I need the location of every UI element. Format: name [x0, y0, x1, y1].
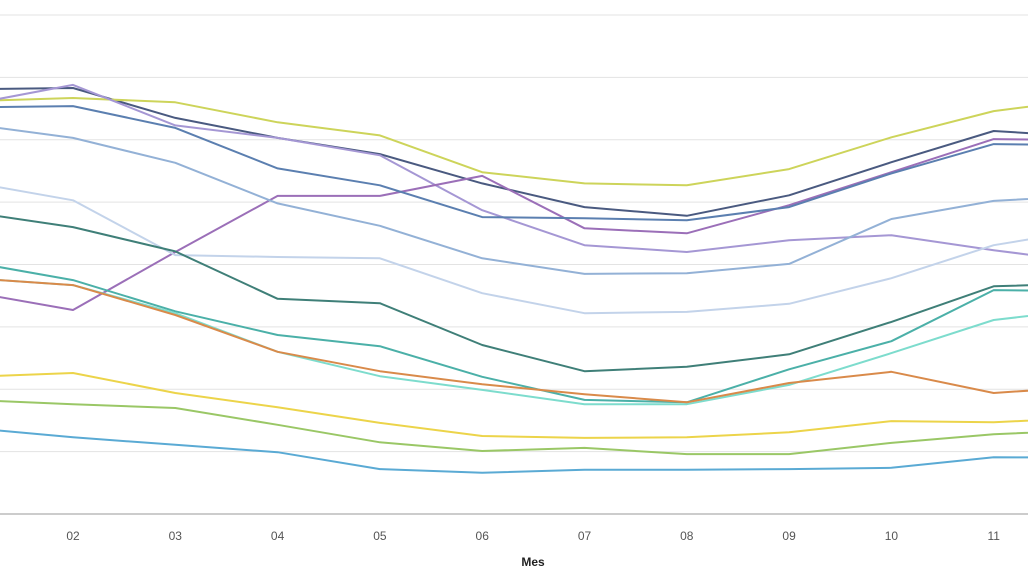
- x-tick-label: 02: [66, 529, 80, 543]
- x-tick-label: 08: [680, 529, 694, 543]
- series-line: [0, 186, 1028, 315]
- x-tick-label: 03: [169, 529, 183, 543]
- x-tick-label: 07: [578, 529, 592, 543]
- series-line: [0, 215, 1028, 373]
- x-tick-label: 11: [987, 529, 1000, 543]
- series-line: [0, 138, 1028, 311]
- x-tick-label: 09: [782, 529, 796, 543]
- x-tick-label: 10: [885, 529, 899, 543]
- series-line: [0, 105, 1028, 222]
- series-line: [0, 372, 1028, 439]
- series-line: [0, 279, 1028, 406]
- x-tick-label: 04: [271, 529, 285, 543]
- series-line: [0, 400, 1028, 456]
- x-axis-title: Mes: [521, 555, 545, 569]
- plot: [0, 83, 1028, 474]
- x-tick-label: 06: [476, 529, 490, 543]
- x-tick-label: 05: [373, 529, 387, 543]
- series-line: [0, 429, 1028, 474]
- series-line: [0, 97, 1028, 187]
- series-line: [0, 87, 1028, 217]
- labels: 02 03 04 05 06 07 08 09 10 11: [66, 529, 1000, 543]
- grid: [0, 14, 1028, 515]
- series-line: [0, 279, 1028, 404]
- series-line: [0, 127, 1028, 275]
- series-line: [0, 83, 1028, 256]
